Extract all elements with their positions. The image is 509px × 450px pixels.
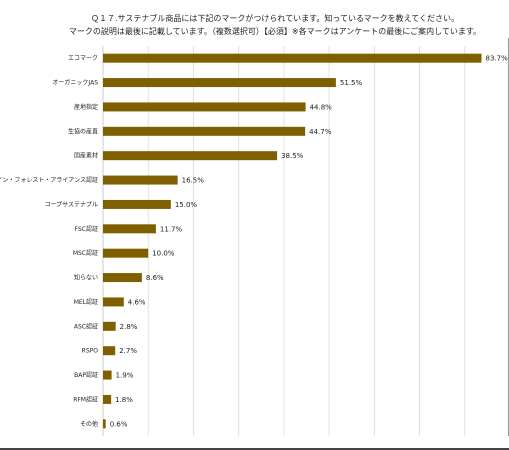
bar <box>103 370 112 380</box>
value-label: 10.0% <box>152 250 175 258</box>
bar <box>103 151 278 161</box>
category-label: BAP認証 <box>74 371 98 379</box>
bar <box>103 419 106 429</box>
value-label: 8.6% <box>146 274 164 282</box>
category-label: エコマーク <box>68 55 98 62</box>
bar <box>103 346 116 356</box>
category-label: コープサステナブル <box>44 200 98 208</box>
category-label: レイン・フォレスト・アライアンス認証 <box>0 176 98 184</box>
bar <box>103 175 178 185</box>
category-label: 知らない <box>74 274 98 282</box>
title-line-2: マークの説明は最後に記載しています。（複数選択可）【必須】※各マークはアンケート… <box>68 27 482 36</box>
bar <box>103 102 306 112</box>
bar <box>103 78 336 88</box>
value-label: 11.7% <box>160 225 183 233</box>
value-label: 51.5% <box>340 79 363 87</box>
value-label: 44.7% <box>309 128 332 136</box>
title-line-1: Ｑ１７.サステナブル商品には下記のマークがつけられています。知っているマークを教… <box>91 14 459 23</box>
category-label: RSPO <box>82 348 99 355</box>
bar <box>103 126 306 136</box>
category-label: 国産素材 <box>74 152 98 160</box>
category-label: 産地指定 <box>74 103 98 111</box>
value-label: 44.8% <box>310 103 333 111</box>
category-label: RFM認証 <box>73 395 98 403</box>
category-label: 生協の産直 <box>68 127 98 135</box>
value-label: 2.8% <box>120 323 138 331</box>
chart-title: Ｑ１７.サステナブル商品には下記のマークがつけられています。知っているマークを教… <box>40 12 509 38</box>
value-label: 1.9% <box>116 372 134 380</box>
value-label: 4.6% <box>128 298 146 306</box>
value-label: 38.5% <box>281 152 304 160</box>
bar <box>103 224 156 234</box>
bar <box>103 297 124 307</box>
value-label: 83.7% <box>486 55 509 63</box>
bar <box>103 199 171 209</box>
category-label: FSC認証 <box>75 225 98 233</box>
value-label: 15.0% <box>175 201 198 209</box>
bar <box>103 248 149 258</box>
category-label: MSC認証 <box>73 249 98 257</box>
value-label: 2.7% <box>119 347 137 355</box>
bar <box>103 394 112 404</box>
bar <box>103 53 482 63</box>
category-label: ASC認証 <box>74 322 98 330</box>
bar <box>103 321 116 331</box>
category-label: その他 <box>80 420 98 428</box>
value-label: 0.6% <box>110 420 128 428</box>
value-label: 16.5% <box>182 177 205 185</box>
bar <box>103 273 142 283</box>
category-label: オーガニックJAS <box>52 79 98 87</box>
value-label: 1.8% <box>115 396 133 404</box>
category-label: MEL認証 <box>74 298 98 306</box>
